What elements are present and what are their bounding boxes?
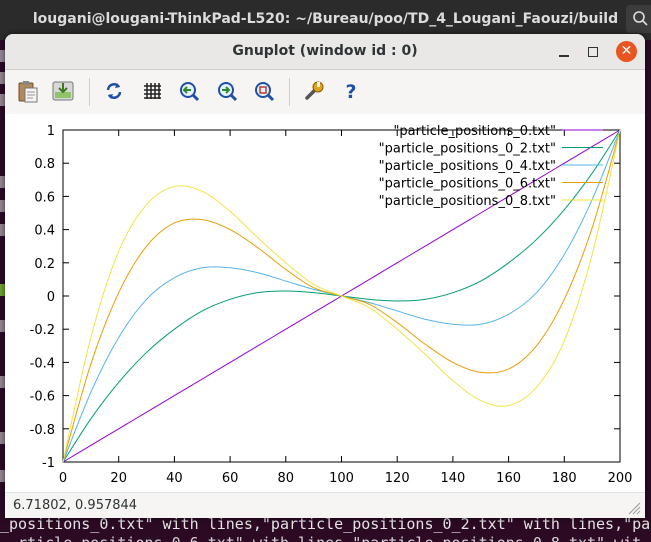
legend-label-2: "particle_positions_0_4.txt" [379, 159, 556, 174]
copy-to-clipboard-button[interactable] [15, 78, 41, 104]
close-icon: ✕ [620, 43, 633, 59]
terminal-glyph [0, 470, 8, 482]
terminal-glyph [0, 284, 8, 296]
y-tick-label: 0.6 [34, 190, 55, 205]
close-button[interactable]: ✕ [616, 41, 637, 62]
window-titlebar[interactable]: Gnuplot (window id : 0) ✕ [5, 34, 645, 70]
x-tick-label: 40 [166, 471, 183, 486]
y-tick-label: -0.6 [30, 390, 55, 405]
terminal-search-button[interactable] [626, 5, 651, 33]
y-tick-label: 0.4 [34, 224, 55, 239]
x-tick-label: 20 [110, 471, 127, 486]
svg-text:?: ? [345, 81, 356, 103]
y-tick-label: 0.2 [34, 257, 55, 272]
y-tick-label: -0.2 [30, 323, 55, 338]
terminal-glyph [0, 432, 8, 444]
legend-label-4: "particle_positions_0_8.txt" [379, 194, 556, 209]
x-tick-label: 160 [496, 471, 521, 486]
terminal-command-line: _positions_0.txt" with lines,"particle_p… [0, 515, 651, 533]
terminal-glyph [0, 72, 8, 84]
zoom-previous-icon [180, 82, 200, 102]
terminal-glyph [0, 176, 8, 188]
terminal-glyph [0, 224, 8, 236]
y-tick-label: 0 [47, 290, 55, 305]
terminal-glyph [0, 50, 8, 62]
export-icon [52, 81, 74, 101]
x-tick-label: 80 [278, 471, 295, 486]
toolbar: ? [5, 70, 645, 112]
previous-zoom-button[interactable] [176, 78, 202, 104]
gnuplot-window: Gnuplot (window id : 0) ✕ [5, 34, 645, 518]
terminal-title: lougani@lougani-ThinkPad-L520: ~/Bureau/… [32, 11, 619, 27]
plot-canvas[interactable]: 0 20 40 60 80 100 120 140 160 180 200 -1 -0.8 -0.6 -0.… [5, 114, 645, 492]
terminal-glyph [0, 200, 8, 212]
y-tick-label: -1 [42, 456, 55, 471]
terminal-glyph [0, 320, 8, 332]
series-line-4 [62, 129, 621, 463]
y-tick-label: -0.8 [30, 423, 55, 438]
x-tick-label: 0 [59, 471, 67, 486]
resize-grip-icon[interactable] [627, 501, 641, 515]
terminal-text-fragments [0, 40, 8, 510]
status-bar: 6.71802, 0.957844 [5, 492, 645, 518]
clipboard-icon [18, 81, 38, 103]
next-zoom-button[interactable] [214, 78, 240, 104]
grid-icon [144, 83, 161, 99]
legend-label-0: "particle_positions_0.txt" [393, 124, 556, 139]
terminal-titlebar: lougani@lougani-ThinkPad-L520: ~/Bureau/… [0, 0, 651, 40]
legend-label-1: "particle_positions_0_2.txt" [379, 142, 556, 157]
window-title: Gnuplot (window id : 0) [232, 43, 418, 59]
y-tick-label: 0.8 [34, 157, 55, 172]
terminal-glyph [0, 376, 8, 388]
x-tick-label: 140 [440, 471, 465, 486]
x-tick-label: 60 [222, 471, 239, 486]
refresh-icon [106, 83, 122, 99]
preferences-button[interactable] [301, 78, 327, 104]
legend-label-3: "particle_positions_0_6.txt" [379, 177, 556, 192]
autoscale-button[interactable] [251, 78, 277, 104]
toolbar-separator [89, 78, 90, 106]
export-button[interactable] [50, 78, 76, 104]
x-tick-label: 120 [385, 471, 410, 486]
search-icon [633, 11, 648, 26]
x-tick-label: 200 [608, 471, 633, 486]
replot-button[interactable] [101, 78, 127, 104]
terminal-command-line-2: rticle_positions_0_6.txt" with lines,"pa… [0, 532, 651, 542]
help-icon: ? [345, 81, 356, 103]
zoom-autoscale-icon [255, 82, 275, 102]
toolbar-separator [289, 78, 290, 106]
toggle-grid-button[interactable] [139, 78, 165, 104]
zoom-next-icon [218, 82, 238, 102]
line-chart: 0 20 40 60 80 100 120 140 160 180 200 -1 -0.8 -0.6 -0.… [30, 124, 633, 486]
wrench-icon [305, 81, 324, 100]
help-button[interactable]: ? [338, 78, 364, 104]
y-tick-label: 1 [47, 124, 55, 139]
minimize-button[interactable] [554, 42, 574, 62]
x-tick-label: 180 [552, 471, 577, 486]
maximize-button[interactable] [583, 42, 603, 62]
terminal-glyph [0, 94, 8, 106]
x-tick-label: 100 [329, 471, 354, 486]
y-tick-label: -0.4 [30, 356, 55, 371]
mouse-coordinates: 6.71802, 0.957844 [13, 498, 138, 513]
